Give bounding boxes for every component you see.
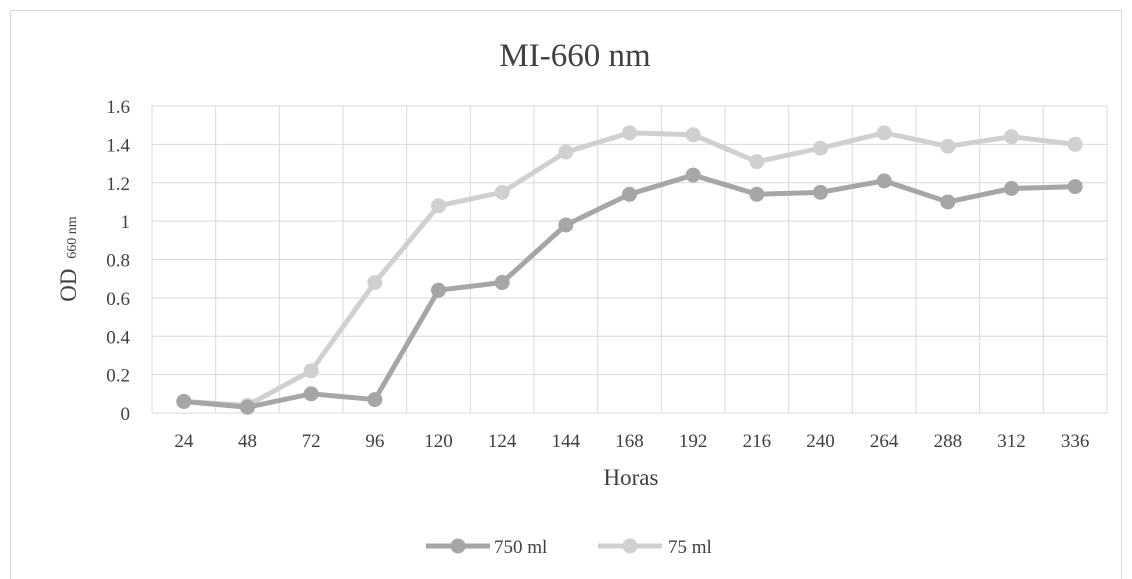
data-point xyxy=(685,167,701,183)
y-tick-label: 0.6 xyxy=(106,289,130,310)
x-tick-label: 144 xyxy=(552,431,581,452)
chart-title: MI-660 nm xyxy=(499,38,651,74)
x-tick-label: 120 xyxy=(424,431,453,452)
data-point xyxy=(1004,181,1019,197)
x-axis-label: Horas xyxy=(604,465,659,490)
x-tick-label: 216 xyxy=(743,431,772,452)
x-tick-label: 240 xyxy=(806,431,835,452)
legend: 750 ml 75 ml xyxy=(426,537,712,558)
y-tick-label: 1.6 xyxy=(106,97,130,118)
data-point xyxy=(431,282,446,298)
series-1 xyxy=(176,125,1083,413)
data-point xyxy=(431,198,446,214)
data-point xyxy=(940,138,956,154)
data-point xyxy=(622,186,637,202)
data-point xyxy=(494,275,510,291)
y-axis-label-main: OD xyxy=(56,268,81,301)
data-point xyxy=(1004,129,1019,145)
legend-item: 75 ml xyxy=(598,537,712,558)
x-tick-label: 96 xyxy=(365,431,384,452)
x-tick-label: 192 xyxy=(679,431,708,452)
y-axis-ticks: 0 0.2 0.4 0.6 0.8 1 1.2 1.4 1.6 xyxy=(106,97,130,425)
x-tick-label: 72 xyxy=(302,431,321,452)
series-0 xyxy=(176,167,1083,415)
data-point xyxy=(303,363,319,379)
series-line xyxy=(181,130,1078,408)
data-point xyxy=(303,386,319,402)
data-point xyxy=(176,393,192,409)
data-point xyxy=(813,184,828,200)
x-axis-ticks: 24 48 72 96 120 124 144 168 192 216 240 264 288 312 33… xyxy=(174,431,1089,452)
x-tick-label: 124 xyxy=(488,431,517,452)
x-tick-label: 48 xyxy=(238,431,257,452)
series-group xyxy=(176,125,1083,415)
data-point xyxy=(1067,136,1083,152)
x-tick-label: 312 xyxy=(997,431,1026,452)
legend-label: 750 ml xyxy=(494,537,547,558)
legend-item: 750 ml xyxy=(426,537,547,558)
x-tick-label: 24 xyxy=(174,431,194,452)
y-axis-label-sub: 660 nm xyxy=(65,216,80,259)
y-tick-label: 1.4 xyxy=(106,135,130,156)
data-point xyxy=(876,125,892,141)
data-point xyxy=(240,399,255,415)
data-point xyxy=(813,140,828,156)
chart-frame xyxy=(10,10,1122,579)
data-point xyxy=(749,154,765,170)
x-tick-label: 264 xyxy=(870,431,899,452)
data-point xyxy=(367,275,383,291)
data-point xyxy=(876,173,892,189)
y-tick-label: 0.2 xyxy=(106,366,130,387)
data-point xyxy=(367,392,383,408)
gridlines xyxy=(151,105,1108,414)
x-tick-label: 336 xyxy=(1061,431,1090,452)
legend-label: 75 ml xyxy=(668,537,712,558)
y-tick-label: 1 xyxy=(121,212,131,233)
data-point xyxy=(1067,179,1083,195)
y-tick-label: 0.4 xyxy=(106,327,130,348)
x-tick-label: 288 xyxy=(934,431,963,452)
data-point xyxy=(749,186,765,202)
data-point xyxy=(558,144,574,160)
data-point xyxy=(940,194,956,210)
data-point xyxy=(622,125,637,141)
data-point xyxy=(494,184,510,200)
data-point xyxy=(558,217,574,233)
legend-swatch-marker xyxy=(450,538,466,554)
y-tick-label: 0.8 xyxy=(106,251,130,272)
x-tick-label: 168 xyxy=(615,431,644,452)
data-point xyxy=(685,127,701,143)
y-tick-label: 1.2 xyxy=(106,174,130,195)
y-tick-label: 0 xyxy=(121,404,131,425)
legend-swatch-marker xyxy=(622,538,638,554)
y-axis-label: OD 660 nm xyxy=(56,216,81,301)
